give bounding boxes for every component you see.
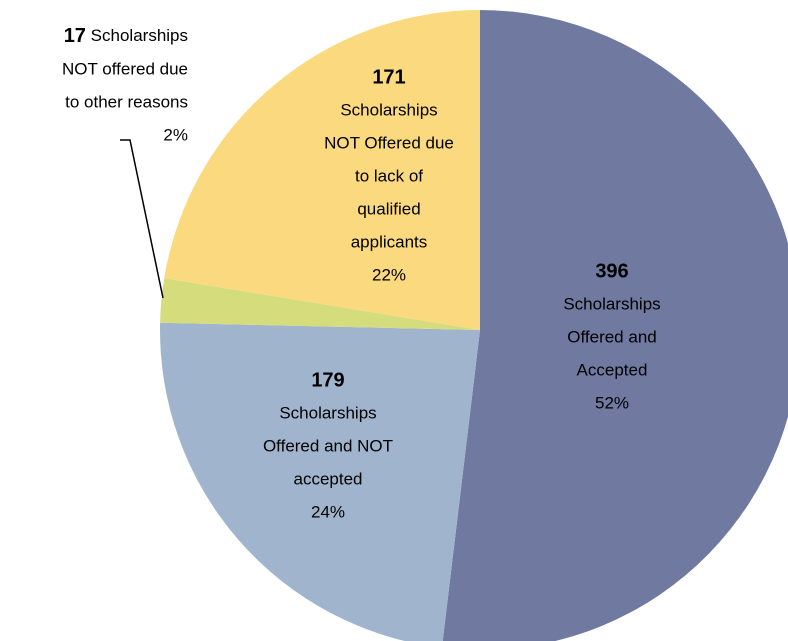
leader-line — [120, 139, 164, 299]
percent-label: 22% — [372, 265, 406, 284]
percent-label: 24% — [311, 502, 345, 521]
category-label: NOT offered due — [62, 59, 188, 78]
slice-label: 179 Scholarships Offered and NOT accepted 24… — [263, 369, 393, 521]
category-label: Scholarships — [563, 294, 660, 313]
category-label: Accepted — [577, 360, 648, 379]
percent-label: 2% — [163, 125, 188, 144]
slice-label: 17 Scholarships NOT offered due to other r… — [62, 25, 188, 144]
pie-slice — [442, 10, 788, 641]
pie-slice — [160, 278, 481, 330]
category-label: qualified — [357, 199, 420, 218]
percent-label: 52% — [595, 393, 629, 412]
label-line: 17 Scholarships — [64, 25, 188, 47]
value-label: 396 — [595, 260, 628, 282]
category-label: to lack of — [355, 166, 423, 185]
category-label: Offered and NOT — [263, 436, 393, 455]
value-label: 171 — [372, 66, 405, 88]
value-label: 179 — [311, 369, 344, 391]
slice-label: 396 Scholarships Offered and Accepted 52% — [563, 260, 660, 412]
slice-label: 171 Scholarships NOT Offered due to lack of… — [324, 66, 454, 284]
category-label: Scholarships — [91, 26, 188, 45]
category-label: to other reasons — [65, 92, 188, 111]
category-label: Scholarships — [279, 403, 376, 422]
category-label: Offered and — [567, 327, 656, 346]
pie-slice — [164, 10, 480, 330]
category-label: accepted — [294, 469, 363, 488]
pie-slice — [160, 322, 480, 641]
category-label: applicants — [351, 232, 428, 251]
category-label: Scholarships — [340, 100, 437, 119]
value-label: 17 — [64, 25, 86, 47]
category-label: NOT Offered due — [324, 133, 454, 152]
